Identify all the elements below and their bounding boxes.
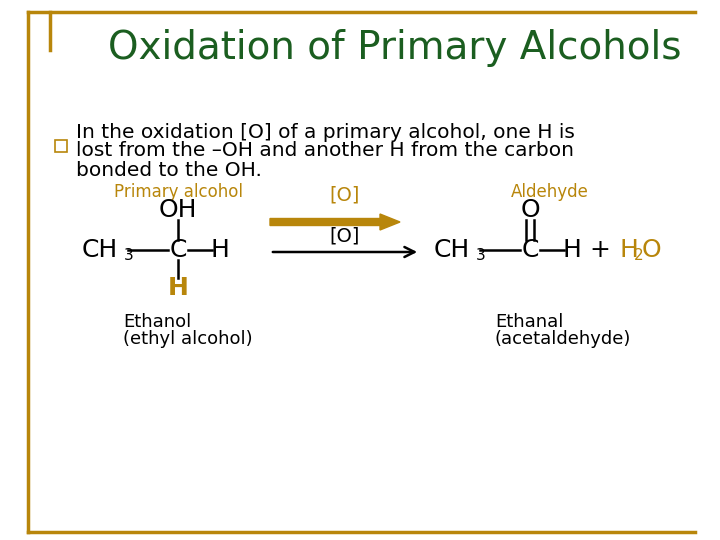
Text: CH: CH — [433, 238, 470, 262]
Text: bonded to the OH.: bonded to the OH. — [76, 160, 262, 179]
Text: H: H — [620, 238, 639, 262]
Text: C: C — [521, 238, 539, 262]
Text: Oxidation of Primary Alcohols: Oxidation of Primary Alcohols — [108, 29, 682, 67]
Text: Ethanal: Ethanal — [495, 313, 563, 331]
Text: In the oxidation [O] of a primary alcohol, one H is: In the oxidation [O] of a primary alcoho… — [76, 123, 575, 141]
Text: +: + — [590, 238, 611, 262]
Text: H: H — [562, 238, 582, 262]
Bar — [55, 140, 67, 152]
Text: 2: 2 — [634, 247, 644, 262]
Text: O: O — [642, 238, 662, 262]
Text: 3: 3 — [124, 247, 134, 262]
Text: lost from the –OH and another H from the carbon: lost from the –OH and another H from the… — [76, 141, 574, 160]
Text: Aldehyde: Aldehyde — [511, 183, 589, 201]
Text: 3: 3 — [476, 247, 486, 262]
Text: H: H — [168, 276, 189, 300]
Text: Ethanol: Ethanol — [123, 313, 192, 331]
Text: (acetaldehyde): (acetaldehyde) — [495, 330, 631, 348]
Text: Primary alcohol: Primary alcohol — [114, 183, 243, 201]
Text: [O]: [O] — [330, 186, 360, 205]
Text: [O]: [O] — [330, 226, 360, 246]
Text: O: O — [520, 198, 540, 222]
Text: H: H — [210, 238, 230, 262]
Text: C: C — [169, 238, 186, 262]
Text: OH: OH — [158, 198, 197, 222]
Text: CH: CH — [82, 238, 118, 262]
FancyArrow shape — [270, 214, 400, 230]
Text: (ethyl alcohol): (ethyl alcohol) — [123, 330, 253, 348]
